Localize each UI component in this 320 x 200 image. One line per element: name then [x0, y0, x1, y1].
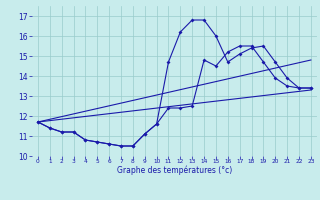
X-axis label: Graphe des températures (°c): Graphe des températures (°c)	[117, 166, 232, 175]
